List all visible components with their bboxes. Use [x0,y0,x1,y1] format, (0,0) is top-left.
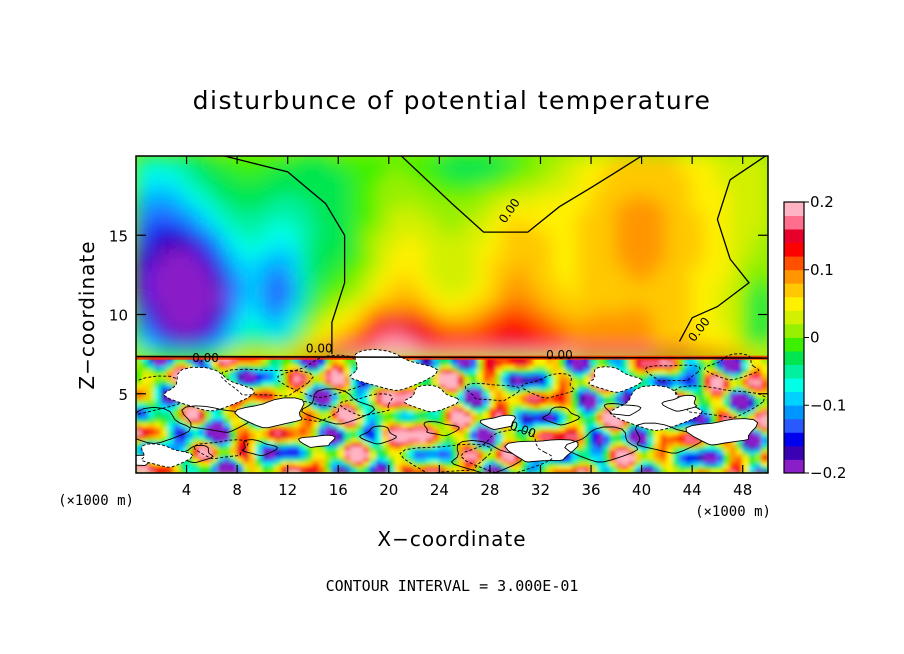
colorbar-segment [784,432,804,447]
colorbar-tick-label: 0.2 [810,193,834,211]
contour-line [277,354,368,399]
contour-line [181,405,254,433]
contour-label: 0.00 [306,342,333,356]
contour-line [479,414,517,430]
x-tick-label: 36 [581,481,600,499]
x-tick-label: 12 [278,481,297,499]
contour-line [678,156,766,342]
x-tick-label: 16 [329,481,348,499]
x-tick-label: 40 [632,481,651,499]
contour-line [136,355,768,359]
x-unit-label-left: (×1000 m) [58,493,134,509]
contour-line [234,397,305,429]
colorbar-segment [784,256,804,271]
x-tick-label: 24 [430,481,449,499]
chart-title: disturbunce of potential temperature [192,86,712,115]
x-unit-label-right: (×1000 m) [695,504,771,520]
colorbar-segment [784,229,804,244]
contour-line [301,388,376,425]
colorbar-segment [784,391,804,406]
x-axis-label: X−coordinate [377,527,526,551]
colorbar-segment [784,242,804,257]
colorbar: 0.2 0.1 0 −0.1 −0.2 [783,193,846,482]
colorbar-segment [784,269,804,284]
contour-line [136,375,181,416]
contour-line [521,373,575,399]
contour-line [564,426,639,463]
colorbar-tick-label: 0.1 [810,261,834,279]
colorbar-segment [784,337,804,352]
colorbar-segment [784,351,804,365]
contour-line [193,439,249,460]
contour-interval-note: CONTOUR INTERVAL = 3.000E-01 [325,577,579,595]
contour-line [685,418,759,446]
colorbar-segment [784,418,804,433]
contour-line [220,368,314,397]
contour-line [610,384,704,432]
x-tick-label: 48 [733,481,752,499]
contour-line [504,439,579,463]
contour-line [349,348,439,391]
contour-line [644,364,701,382]
colorbar-segment [784,405,804,420]
contour-line [140,443,194,468]
contour-line [661,394,698,412]
colorbar-segment [784,283,804,298]
colorbar-tick-label: 0 [810,329,820,347]
x-tick-label: 8 [232,481,242,499]
contour-line [587,366,643,393]
colorbar-segment [784,364,804,379]
contour-line [297,434,336,448]
contour-label: 0.00 [192,351,219,365]
colorbar-segment [784,202,804,216]
x-tick-label: 20 [379,481,398,499]
x-tick-label: 32 [531,481,550,499]
y-axis-ticks: 5 10 15 [109,227,768,404]
colorbar-segment [784,310,804,325]
colorbar-tick-label: −0.2 [810,464,846,482]
y-axis-label: Z−coordinate [75,240,99,389]
contour-line [224,156,346,355]
heatmap-field [136,156,768,473]
contour-line [163,366,255,412]
colorbar-segment [784,296,804,311]
x-tick-label: 4 [182,481,192,499]
colorbar-segment [784,378,804,393]
contour-line [542,406,581,426]
colorbar-segment [784,445,804,460]
contour-line [464,382,521,402]
contour-line [339,393,393,417]
y-tick-label: 10 [109,307,128,325]
colorbar-segment [784,215,804,230]
contour-lines [136,156,768,473]
x-tick-label: 44 [683,481,702,499]
y-tick-label: 15 [109,227,128,245]
contour-line [423,421,460,437]
colorbar-segment [784,323,804,338]
contour-line [634,422,706,454]
contour-label: 0.00 [546,348,573,362]
contour-line [136,406,191,445]
contour-line [603,403,642,417]
contour-line [400,156,642,233]
colorbar-segment [784,459,804,474]
colorbar-tick-label: −0.1 [810,396,846,414]
x-tick-label: 28 [480,481,499,499]
contour-line [404,384,461,413]
contour-line [358,425,397,445]
y-tick-label: 5 [118,386,128,404]
x-axis-ticks: 4 8 12 16 20 24 28 32 36 40 44 48 [182,156,752,499]
